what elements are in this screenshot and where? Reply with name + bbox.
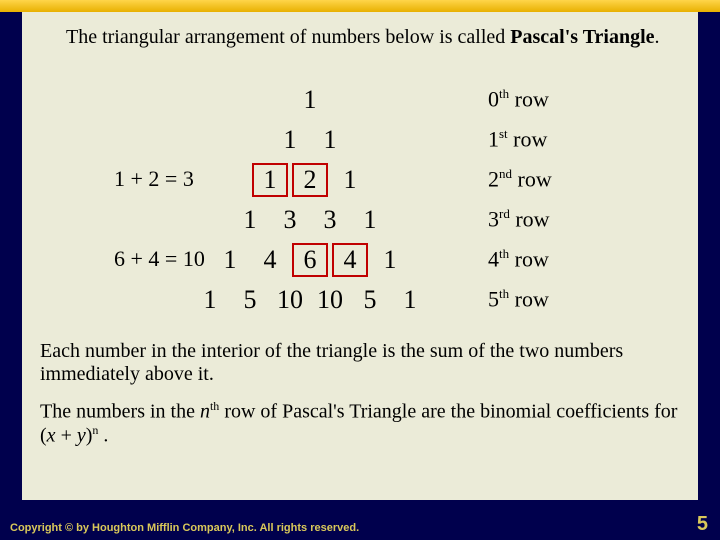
intro-post: . <box>655 26 660 48</box>
row-annotation: 6 + 4 = 10 <box>114 246 205 272</box>
triangle-row-cells: 11 <box>270 123 350 157</box>
pascals-triangle: 10th row111st row1 + 2 = 31212nd row1331… <box>22 80 698 328</box>
triangle-cell: 5 <box>230 283 270 317</box>
triangle-cell: 1 <box>390 283 430 317</box>
row-label: 1st row <box>488 126 547 152</box>
triangle-row-cells: 1 <box>290 83 330 117</box>
triangle-cell: 5 <box>350 283 390 317</box>
row-annotation: 1 + 2 = 3 <box>114 166 194 192</box>
slide-number: 5 <box>697 513 708 536</box>
triangle-cell: 1 <box>210 243 250 277</box>
triangle-cell: 1 <box>250 163 290 197</box>
triangle-row-cells: 14641 <box>210 243 410 277</box>
intro-pre: The triangular arrangement of numbers be… <box>66 26 510 48</box>
triangle-row: 1 + 2 = 3 121 2nd row <box>22 160 698 200</box>
triangle-cell: 10 <box>310 283 350 317</box>
triangle-cell: 10 <box>270 283 310 317</box>
triangle-cell: 6 <box>290 243 330 277</box>
triangle-cell: 1 <box>330 163 370 197</box>
triangle-row-cells: 15101051 <box>190 283 430 317</box>
row-label: 4th row <box>488 246 549 272</box>
paragraph-sum-rule: Each number in the interior of the trian… <box>40 340 680 386</box>
triangle-cell: 3 <box>270 203 310 237</box>
intro-text: The triangular arrangement of numbers be… <box>66 26 666 49</box>
paragraph-binomial: The numbers in the nth row of Pascal's T… <box>40 400 680 447</box>
triangle-cell: 3 <box>310 203 350 237</box>
triangle-cell: 1 <box>310 123 350 157</box>
triangle-cell: 1 <box>370 243 410 277</box>
triangle-row-cells: 121 <box>250 163 370 197</box>
triangle-cell: 1 <box>270 123 310 157</box>
triangle-row: 13313rd row <box>22 200 698 240</box>
triangle-row-cells: 1331 <box>230 203 390 237</box>
triangle-cell: 1 <box>350 203 390 237</box>
row-label: 3rd row <box>488 206 550 232</box>
top-stripe <box>0 0 720 12</box>
triangle-row: 11 1st row <box>22 120 698 160</box>
triangle-cell: 1 <box>230 203 270 237</box>
triangle-cell: 1 <box>190 283 230 317</box>
triangle-row: 151010515th row <box>22 280 698 320</box>
copyright-footer: Copyright © by Houghton Mifflin Company,… <box>10 522 359 534</box>
triangle-row: 6 + 4 = 10146414th row <box>22 240 698 280</box>
row-label: 5th row <box>488 286 549 312</box>
row-label: 0th row <box>488 86 549 112</box>
triangle-cell: 1 <box>290 83 330 117</box>
row-label: 2nd row <box>488 166 552 192</box>
intro-bold: Pascal's Triangle <box>510 26 654 48</box>
triangle-cell: 4 <box>250 243 290 277</box>
triangle-cell: 4 <box>330 243 370 277</box>
triangle-cell: 2 <box>290 163 330 197</box>
triangle-row: 1 0th row <box>22 80 698 120</box>
